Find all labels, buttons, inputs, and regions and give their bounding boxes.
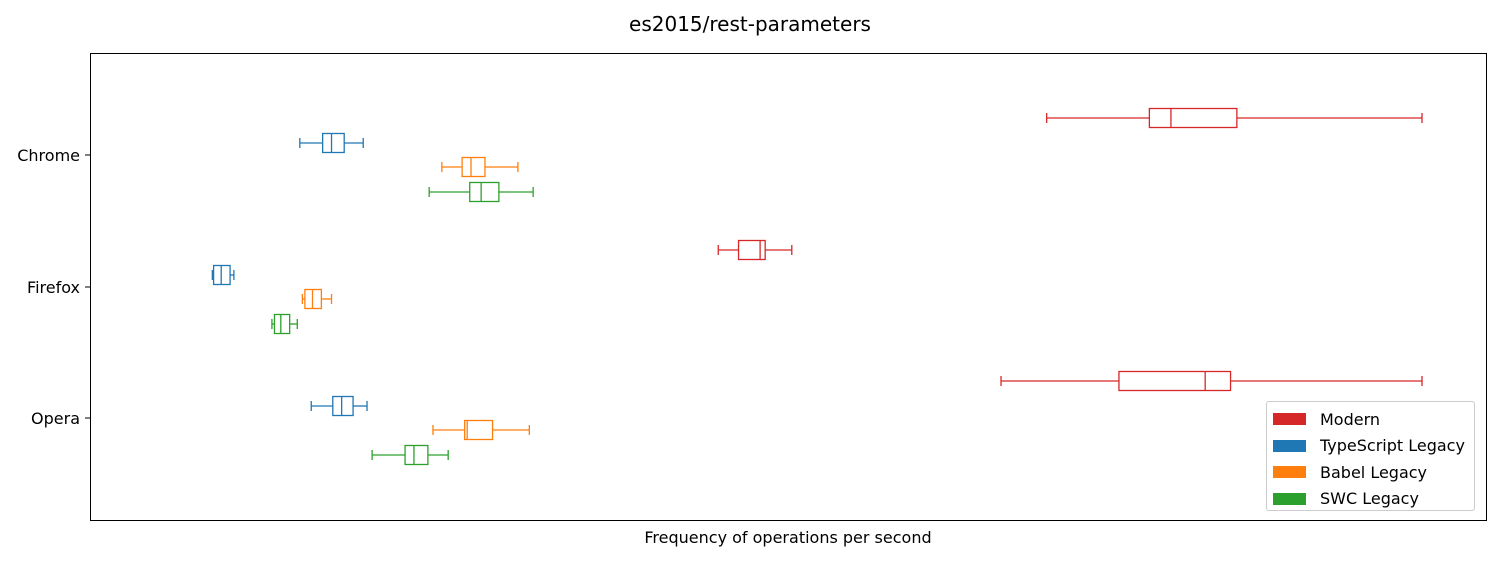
box-modern-opera bbox=[1000, 370, 1423, 392]
box-swc-legacy-opera bbox=[371, 444, 449, 466]
y-tick-label-opera: Opera bbox=[31, 409, 80, 428]
box-babel-legacy-chrome bbox=[441, 156, 519, 178]
box-typescript-legacy-firefox bbox=[211, 264, 235, 286]
box-series-group bbox=[211, 107, 1423, 466]
chart-title: es2015/rest-parameters bbox=[629, 12, 871, 36]
box-swc-legacy-chrome bbox=[428, 181, 534, 203]
legend-label: Babel Legacy bbox=[1320, 462, 1428, 482]
legend: Modern TypeScript Legacy Babel Legacy SWC L… bbox=[1266, 401, 1475, 511]
y-axis: Chrome Firefox Opera bbox=[17, 146, 91, 428]
box-babel-legacy-opera bbox=[432, 419, 530, 441]
box-iqr bbox=[1148, 107, 1238, 129]
legend-swatch bbox=[1273, 439, 1306, 452]
legend-swatch bbox=[1273, 466, 1306, 479]
legend-label: SWC Legacy bbox=[1320, 489, 1419, 509]
box-typescript-legacy-chrome bbox=[299, 132, 364, 154]
x-axis-label: Frequency of operations per second bbox=[644, 528, 932, 547]
box-modern-chrome bbox=[1046, 107, 1423, 129]
box-iqr bbox=[404, 444, 429, 466]
box-iqr bbox=[461, 156, 486, 178]
box-iqr bbox=[1118, 370, 1232, 392]
legend-item: Babel Legacy bbox=[1273, 459, 1474, 486]
box-iqr bbox=[273, 313, 291, 335]
box-iqr bbox=[469, 181, 500, 203]
box-iqr bbox=[321, 132, 345, 154]
box-iqr bbox=[464, 419, 494, 441]
y-tick-label-chrome: Chrome bbox=[17, 146, 80, 165]
y-tick-label-firefox: Firefox bbox=[27, 278, 80, 297]
box-iqr bbox=[737, 239, 766, 261]
box-typescript-legacy-opera bbox=[310, 395, 368, 417]
box-modern-firefox bbox=[717, 239, 793, 261]
legend-item: Modern bbox=[1273, 406, 1474, 433]
box-swc-legacy-firefox bbox=[271, 313, 298, 335]
legend-label: Modern bbox=[1320, 409, 1381, 429]
legend-item: SWC Legacy bbox=[1273, 486, 1474, 513]
legend-swatch bbox=[1273, 413, 1306, 426]
legend-swatch bbox=[1273, 492, 1306, 505]
legend-label: TypeScript Legacy bbox=[1320, 436, 1465, 456]
box-babel-legacy-firefox bbox=[301, 288, 333, 310]
legend-item: TypeScript Legacy bbox=[1273, 433, 1474, 460]
box-iqr bbox=[332, 395, 354, 417]
